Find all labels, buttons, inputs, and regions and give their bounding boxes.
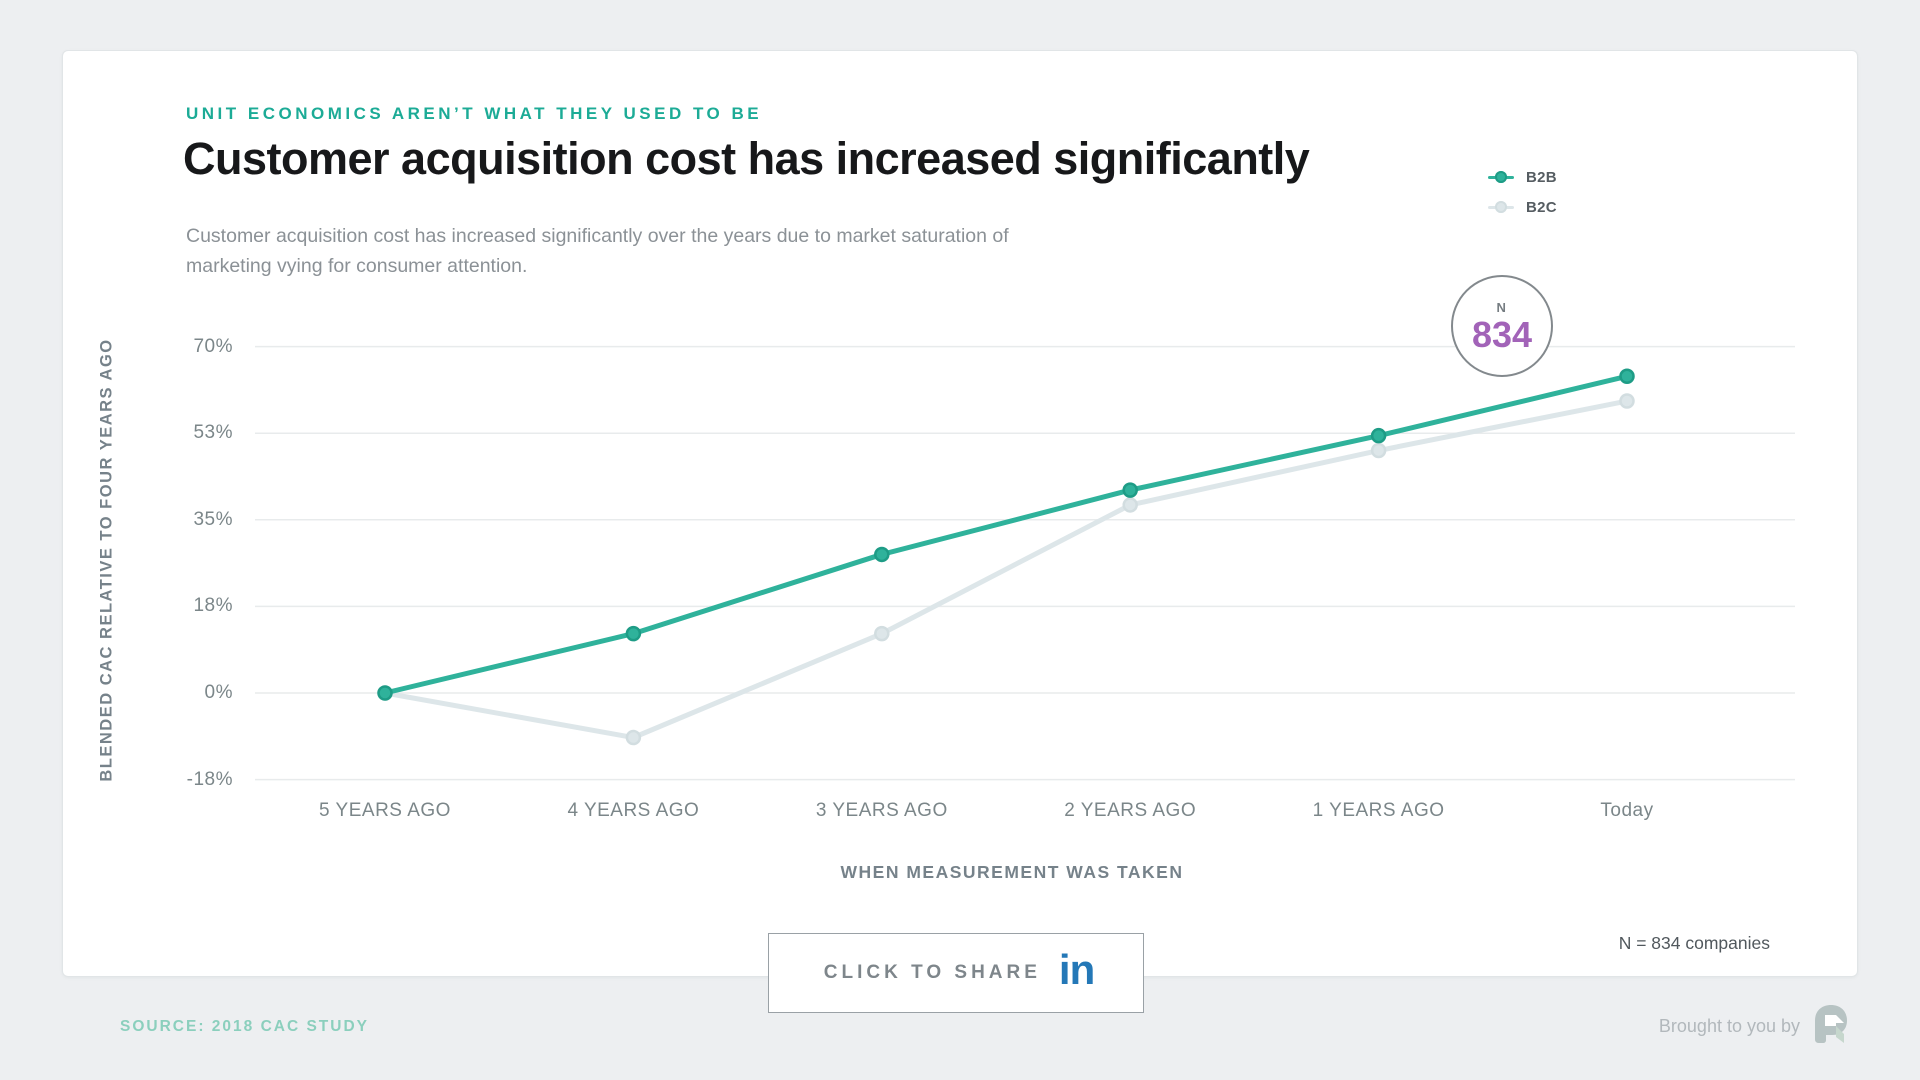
x-axis-title: WHEN MEASUREMENT WAS TAKEN: [840, 862, 1184, 882]
x-tick-label: 1 YEARS AGO: [1312, 800, 1445, 821]
share-button-label: CLICK TO SHARE: [823, 962, 1041, 983]
y-tick-label: 35%: [193, 508, 233, 530]
y-tick-label: 70%: [193, 335, 233, 357]
source-note: SOURCE: 2018 CAC STUDY: [120, 1018, 369, 1035]
y-tick-label: 18%: [193, 595, 233, 617]
x-tick-label: 4 YEARS AGO: [567, 800, 700, 821]
x-tick-label: Today: [1600, 800, 1654, 821]
sample-size-note: N = 834 companies: [1618, 933, 1770, 953]
badge-n-label: N: [1496, 299, 1508, 315]
x-tick-label: 5 YEARS AGO: [319, 800, 451, 821]
y-tick-label: -18%: [186, 768, 233, 790]
y-tick-label: 0%: [204, 682, 233, 703]
y-axis-title: BLENDED CAC RELATIVE TO FOUR YEARS AGO: [97, 338, 116, 782]
chart-card: [62, 50, 1858, 977]
badge-n-value: 834: [1471, 313, 1533, 355]
legend-item-b2b[interactable]: B2B: [1488, 162, 1557, 192]
x-tick-label: 2 YEARS AGO: [1064, 800, 1197, 821]
subtitle-text: Customer acquisition cost has increased …: [186, 225, 1009, 277]
page-title: Customer acquisition cost has increased …: [183, 133, 1310, 184]
share-button[interactable]: CLICK TO SHARE in: [768, 933, 1144, 1013]
sample-size-badge: N 834: [1451, 275, 1553, 377]
profitwell-logo-icon: [1812, 1004, 1850, 1049]
brought-by-label: Brought to you by: [1658, 1016, 1800, 1036]
b2b-line-marker-icon: [1488, 171, 1514, 183]
x-tick-label: 3 YEARS AGO: [815, 800, 948, 821]
b2c-line-marker-icon: [1488, 201, 1514, 213]
brought-by: Brought to you by: [1659, 1004, 1850, 1049]
linkedin-icon: in: [1058, 946, 1095, 994]
legend-item-b2c[interactable]: B2C: [1488, 192, 1557, 222]
chart-legend: B2B B2C: [1488, 162, 1557, 222]
legend-label: B2C: [1526, 198, 1557, 216]
y-tick-label: 53%: [193, 422, 233, 444]
legend-label: B2B: [1526, 168, 1557, 186]
eyebrow-text: UNIT ECONOMICS AREN’T WHAT THEY USED TO …: [186, 104, 763, 123]
